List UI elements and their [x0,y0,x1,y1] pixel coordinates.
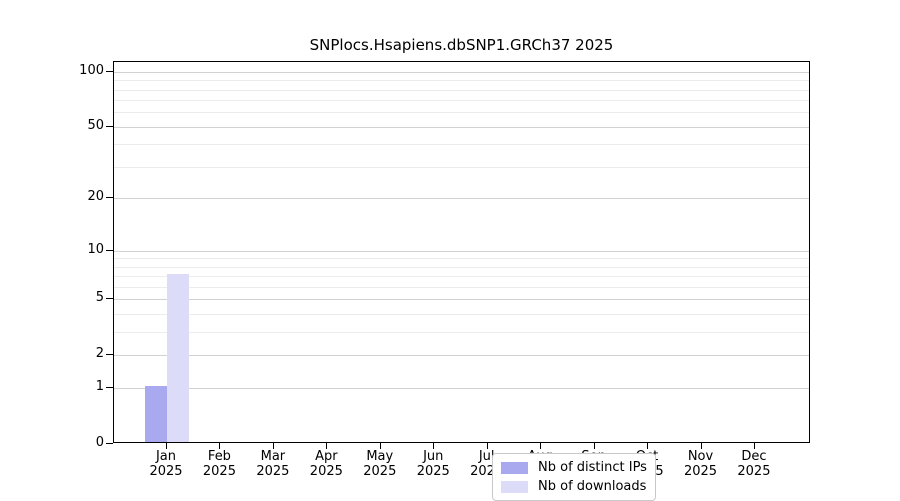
y-tick-label: 5 [95,290,104,306]
x-tick-year: 2025 [149,464,183,479]
gridline-major [114,126,809,128]
bar-nb-of-distinct-ips [145,386,167,442]
x-tick-month: Jun [423,449,444,464]
chart-title: SNPlocs.Hsapiens.dbSNP1.GRCh37 2025 [309,36,614,54]
x-tick-year: 2025 [256,464,290,479]
gridline-major [114,71,809,73]
y-tick [106,70,113,72]
legend-label-downloads: Nb of downloads [538,479,647,494]
x-tick-year: 2025 [737,464,771,479]
x-tick-label: Mar 2025 [237,449,309,479]
x-tick [593,443,595,449]
x-tick [272,443,274,449]
gridline-minor [114,80,809,82]
x-tick-label: Nov 2025 [665,449,737,479]
x-tick [326,443,328,449]
x-tick [379,443,381,449]
gridline-minor [114,144,809,146]
x-tick-year: 2025 [416,464,450,479]
legend-swatch-distinct-ips [501,461,528,474]
legend-row-downloads: Nb of downloads [501,479,647,494]
y-tick [106,298,113,300]
y-tick-label: 0 [95,435,104,450]
x-tick-label: Feb 2025 [183,449,255,479]
x-tick-label: Jan 2025 [130,449,202,479]
y-tick-label: 50 [87,117,104,133]
y-tick [106,387,113,389]
gridline-minor [114,276,809,278]
legend-swatch-downloads [501,480,528,493]
gridline-minor [114,332,809,334]
y-tick [106,197,113,199]
x-tick-month: Jan [155,449,177,464]
gridline-minor [114,287,809,289]
gridline-minor [114,100,809,102]
x-tick [753,443,755,449]
x-tick-year: 2025 [309,464,343,479]
gridline-minor [114,167,809,169]
x-tick [700,443,702,449]
gridline-major [114,388,809,390]
x-tick-year: 2025 [683,464,718,479]
x-tick-year: 2025 [202,464,236,479]
x-tick-month: Feb [207,449,231,464]
gridline-minor [114,266,809,268]
gridline-minor [114,314,809,316]
y-tick-label: 2 [95,346,104,362]
legend-label-distinct-ips: Nb of distinct IPs [538,460,647,475]
gridline-major [114,250,809,252]
x-tick-month: Nov [687,449,714,464]
x-tick-month: Mar [260,449,286,464]
gridline-major [114,355,809,357]
x-tick-label: Apr 2025 [290,449,362,479]
gridline-major [114,299,809,301]
legend-row-distinct-ips: Nb of distinct IPs [501,460,647,475]
x-tick-label: Jun 2025 [397,449,469,479]
y-tick [106,354,113,356]
gridline-minor [114,258,809,260]
y-tick-label: 100 [79,62,104,78]
x-tick [219,443,221,449]
chart-legend: Nb of distinct IPs Nb of downloads [492,453,656,501]
plot-area: Nb of distinct IPs Nb of downloads [113,61,810,501]
x-tick [540,443,542,449]
x-tick [647,443,649,449]
y-tick [106,249,113,251]
gridline-minor [114,89,809,91]
x-tick-label: May 2025 [344,449,416,479]
y-tick [106,125,113,127]
y-tick-label: 1 [95,379,104,395]
bar-nb-of-downloads [167,274,189,442]
x-tick-month: May [366,449,394,464]
x-tick [166,443,167,449]
x-tick-month: Dec [741,449,767,464]
x-tick-month: Apr [315,449,338,464]
y-tick [106,443,113,444]
x-tick-year: 2025 [363,464,397,479]
x-tick [433,443,435,449]
gridline-minor [114,112,809,114]
x-tick [486,443,488,449]
y-tick-label: 20 [87,189,104,205]
gridline-major [114,198,809,200]
x-tick-label: Dec 2025 [718,449,790,479]
x-tick-month: Jul [478,449,495,464]
y-tick-label: 10 [87,241,104,257]
